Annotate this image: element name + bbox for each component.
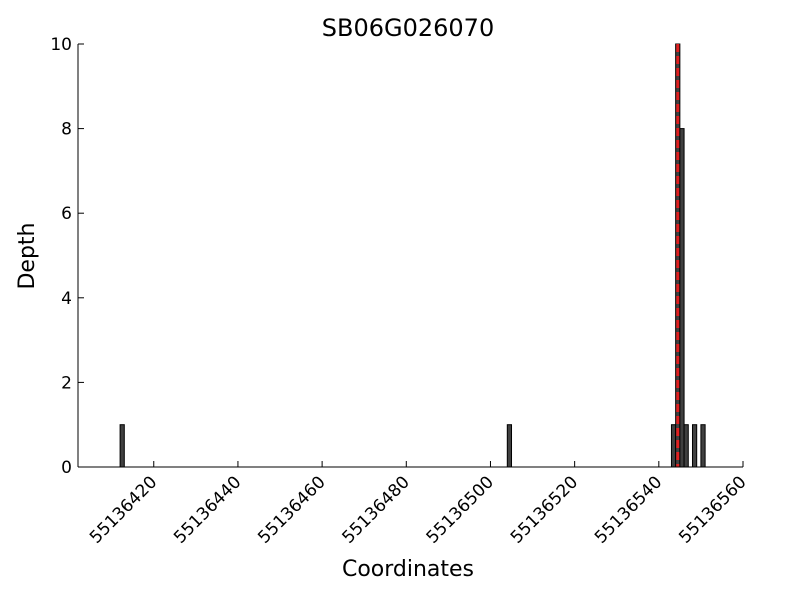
- bar: [683, 424, 689, 468]
- y-tick-label: 2: [61, 373, 72, 393]
- chart-title: SB06G026070: [322, 14, 494, 42]
- y-tick-label: 4: [61, 289, 72, 309]
- bar: [691, 424, 698, 468]
- x-tick-label: 55136460: [254, 472, 329, 547]
- x-tick-label: 55136500: [423, 472, 498, 547]
- bar: [119, 424, 125, 468]
- x-tick-label: 55136440: [170, 472, 245, 547]
- y-tick-label: 8: [61, 120, 72, 140]
- x-axis-label: Coordinates: [342, 557, 474, 582]
- y-tick-label: 6: [61, 204, 72, 224]
- x-tick-label: 55136560: [675, 472, 750, 547]
- x-tick-label: 55136480: [338, 472, 413, 547]
- bar: [700, 424, 706, 468]
- y-tick-label: 10: [50, 35, 72, 55]
- bar: [506, 424, 513, 468]
- bar: [670, 424, 677, 468]
- x-tick-label: 55136520: [507, 472, 582, 547]
- bar: [679, 128, 685, 468]
- y-axis-label: Depth: [15, 222, 40, 289]
- y-tick-label: 0: [61, 458, 72, 478]
- x-tick-label: 55136540: [591, 472, 666, 547]
- x-tick-label: 55136420: [86, 472, 161, 547]
